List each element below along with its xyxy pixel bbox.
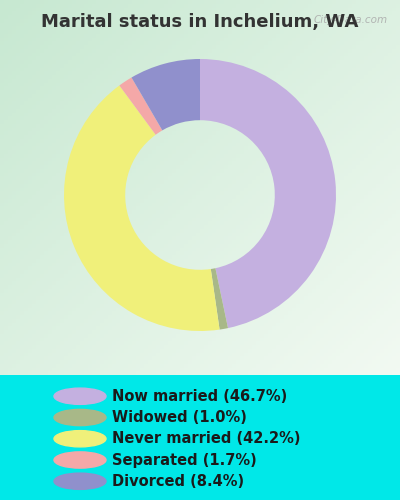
Circle shape	[54, 430, 106, 447]
Text: Divorced (8.4%): Divorced (8.4%)	[112, 474, 244, 489]
Circle shape	[54, 410, 106, 426]
Text: Never married (42.2%): Never married (42.2%)	[112, 431, 300, 446]
Wedge shape	[132, 59, 200, 130]
Text: Now married (46.7%): Now married (46.7%)	[112, 389, 287, 404]
Wedge shape	[64, 86, 220, 331]
Circle shape	[54, 473, 106, 490]
Circle shape	[54, 388, 106, 404]
Wedge shape	[200, 59, 336, 328]
Text: Widowed (1.0%): Widowed (1.0%)	[112, 410, 247, 425]
Text: Marital status in Inchelium, WA: Marital status in Inchelium, WA	[41, 12, 359, 30]
Wedge shape	[211, 268, 228, 330]
Text: Separated (1.7%): Separated (1.7%)	[112, 452, 257, 468]
Circle shape	[54, 452, 106, 468]
Text: City-Data.com: City-Data.com	[314, 15, 388, 25]
Wedge shape	[119, 78, 162, 135]
